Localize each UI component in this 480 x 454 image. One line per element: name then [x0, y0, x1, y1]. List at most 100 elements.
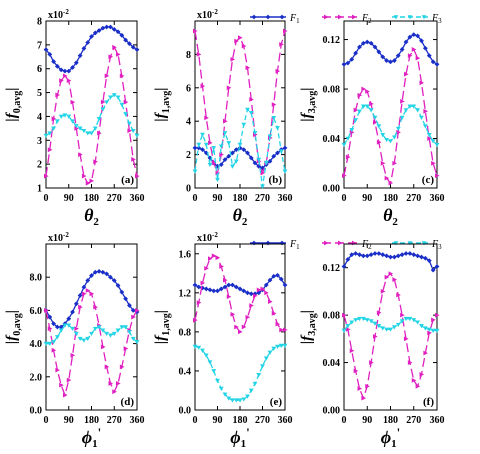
data-point-f3	[92, 326, 98, 332]
data-point-f1	[248, 155, 254, 161]
data-point-f2	[407, 53, 413, 59]
y-tick-label: 0.00	[323, 184, 341, 195]
data-point-f2	[279, 327, 284, 333]
data-point-f3	[218, 386, 224, 391]
data-point-f3	[353, 118, 359, 123]
data-point-f3	[47, 341, 53, 346]
data-point-f2	[353, 107, 359, 113]
data-point-f1	[282, 282, 288, 288]
legend-marker-f2	[352, 240, 357, 246]
y-tick-label: 0.04	[323, 134, 341, 145]
data-point-f2	[419, 372, 425, 377]
data-point-f1	[77, 53, 83, 58]
data-point-f2	[342, 173, 347, 179]
series-f2	[193, 253, 288, 335]
series-f3	[43, 323, 140, 346]
data-point-f1	[108, 274, 113, 280]
axis-multiplier: x10-2	[48, 231, 69, 244]
data-point-f2	[342, 312, 347, 318]
data-point-f2	[357, 92, 363, 98]
data-point-f3	[357, 109, 362, 114]
data-point-f3	[115, 328, 121, 333]
series-line-f2	[194, 254, 285, 333]
data-point-f3	[267, 350, 273, 355]
data-point-f1	[54, 324, 60, 330]
data-point-f2	[431, 317, 436, 323]
y-tick-label: 2	[37, 160, 42, 171]
data-point-f1	[47, 314, 53, 320]
data-point-f3	[380, 326, 386, 331]
x-tick-label: 0	[44, 415, 49, 426]
data-point-f1	[267, 277, 273, 283]
data-point-f1	[196, 145, 202, 151]
y-tick-label: 0.0	[179, 406, 192, 417]
data-point-f3	[263, 161, 269, 166]
data-point-f3	[403, 108, 409, 113]
data-point-f3	[89, 331, 94, 337]
legend-marker-f2	[338, 14, 343, 20]
data-point-f2	[51, 347, 57, 353]
data-point-f3	[115, 95, 121, 100]
data-point-f3	[51, 340, 56, 345]
axis-multiplier: x10-2	[197, 8, 218, 21]
data-point-f2	[66, 78, 72, 84]
data-point-f1	[58, 324, 64, 330]
data-point-f3	[364, 104, 370, 109]
data-point-f3	[368, 319, 374, 324]
data-point-f1	[360, 40, 366, 46]
data-point-f1	[430, 59, 436, 65]
x-axis-label: ϕ1'	[82, 425, 102, 450]
data-point-f2	[211, 160, 217, 166]
data-point-f3	[278, 343, 284, 348]
x-axis-label: ϕ1'	[230, 425, 250, 450]
legend-label-f1: F1	[289, 13, 300, 25]
data-point-f2	[230, 57, 236, 62]
data-point-f1	[73, 60, 79, 66]
data-point-f3	[275, 126, 280, 131]
data-point-f1	[372, 251, 378, 256]
data-point-f2	[283, 327, 288, 333]
data-point-f3	[134, 340, 140, 345]
panel-e: 0 90 180 270 360 0.0 0.4 0.8 1.2 1.6 (e) x10-2 ϕ1' |f…	[153, 231, 293, 450]
panel-label: (d)	[121, 396, 135, 408]
data-point-f2	[388, 180, 394, 186]
data-point-f3	[226, 396, 232, 401]
data-point-f2	[396, 129, 401, 135]
data-point-f2	[196, 300, 202, 305]
data-point-f2	[376, 310, 382, 316]
x-tick-label: 360	[130, 193, 145, 204]
x-tick-label: 360	[278, 415, 293, 426]
data-point-f1	[230, 150, 235, 156]
data-point-f2	[226, 85, 232, 91]
data-point-f3	[349, 128, 355, 133]
data-point-f2	[97, 130, 102, 136]
data-point-f1	[357, 252, 362, 258]
legend-marker-f3	[407, 15, 413, 20]
y-tick-label: 2	[186, 150, 191, 161]
series-f1	[341, 32, 440, 67]
series-line-f2	[45, 289, 138, 398]
data-point-f1	[357, 44, 362, 50]
data-point-f3	[411, 104, 417, 109]
data-point-f3	[271, 346, 277, 351]
data-point-f3	[368, 108, 374, 113]
data-point-f3	[127, 121, 132, 126]
data-point-f2	[100, 344, 106, 350]
series-f2	[342, 47, 440, 186]
data-point-f2	[384, 175, 390, 181]
series-line-f1	[45, 26, 138, 72]
data-point-f2	[116, 52, 121, 57]
data-point-f3	[77, 126, 83, 131]
data-point-f1	[200, 147, 205, 152]
data-point-f2	[361, 395, 366, 401]
data-point-f1	[47, 52, 53, 57]
y-tick-label: 0.08	[323, 311, 341, 322]
data-point-f1	[349, 252, 355, 258]
data-point-f3	[62, 113, 68, 118]
data-point-f3	[192, 344, 198, 349]
data-point-f2	[208, 140, 213, 146]
data-point-f2	[215, 255, 221, 261]
series-f2	[44, 288, 140, 398]
x-tick-label: 270	[107, 193, 122, 204]
data-point-f3	[211, 369, 217, 374]
